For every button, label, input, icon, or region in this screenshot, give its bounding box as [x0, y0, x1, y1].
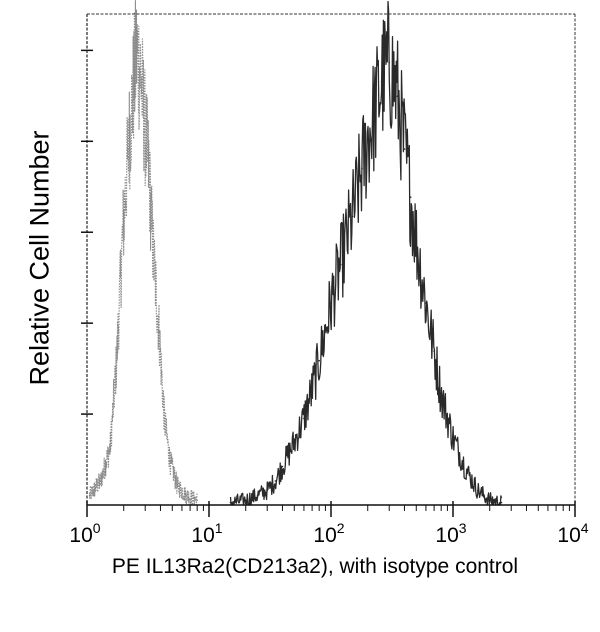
series-1-point	[500, 501, 503, 504]
series-1-point	[281, 465, 284, 468]
series-1-point	[452, 436, 454, 439]
ticks-layer: 100 101 102 103 104	[69, 501, 589, 547]
series-0-point	[121, 239, 124, 242]
series-1-point	[403, 148, 406, 150]
series-0-point	[185, 494, 187, 497]
series-1-point	[339, 263, 342, 266]
x-tick-label: 100	[69, 520, 100, 547]
x-axis-label: PE IL13Ra2(CD213a2), with isotype contro…	[111, 555, 519, 578]
series-1-point	[466, 470, 468, 473]
series-0-point	[169, 460, 171, 463]
series-1-point	[366, 138, 369, 141]
series-0-point	[163, 417, 166, 420]
series-0-point	[176, 485, 179, 487]
series-0-trace	[89, 0, 198, 506]
series-1	[229, 0, 503, 506]
series-1-point	[293, 441, 296, 444]
series-0-point	[100, 480, 102, 482]
x-tick-label: 104	[557, 520, 588, 547]
series-0-point	[158, 331, 160, 333]
series-1-point	[388, 61, 391, 64]
series-layer	[88, 0, 503, 506]
series-1-point	[396, 95, 399, 97]
x-tick-label: 101	[191, 520, 222, 547]
series-1-point	[477, 489, 479, 492]
series-1-point	[229, 501, 232, 504]
x-tick-label: 102	[313, 520, 344, 547]
series-1-point	[433, 350, 435, 352]
series-1-point	[440, 393, 443, 396]
series-1-point	[361, 167, 363, 170]
series-0-point	[115, 359, 118, 362]
series-1-point	[351, 215, 354, 218]
series-0-point	[131, 100, 134, 102]
series-0-point	[109, 446, 111, 449]
series-0	[88, 0, 198, 506]
series-0-point	[152, 254, 155, 256]
series-1-point	[374, 109, 376, 112]
series-1-point	[380, 80, 383, 83]
series-0-point	[126, 157, 129, 160]
series-0-point	[143, 119, 146, 121]
x-tick-label: 103	[435, 520, 466, 547]
series-0-point	[88, 494, 91, 497]
series-1-point	[311, 388, 313, 391]
series-0-point	[139, 71, 142, 73]
series-1-point	[415, 239, 418, 242]
series-1-point	[266, 489, 269, 492]
series-1-point	[488, 499, 491, 502]
series-1-point	[256, 494, 259, 497]
series-1-point	[244, 499, 247, 502]
series-1-point	[330, 302, 332, 304]
series-0-point	[135, 52, 138, 54]
series-1-point	[274, 480, 277, 482]
series-1-point	[409, 196, 412, 198]
series-1-point	[318, 359, 321, 362]
series-1-point	[425, 302, 427, 304]
series-1-point	[303, 417, 305, 420]
series-0-point	[196, 499, 198, 502]
y-axis-label: Relative Cell Number	[24, 130, 55, 386]
series-0-point	[147, 167, 150, 170]
series-1-trace	[229, 0, 503, 506]
